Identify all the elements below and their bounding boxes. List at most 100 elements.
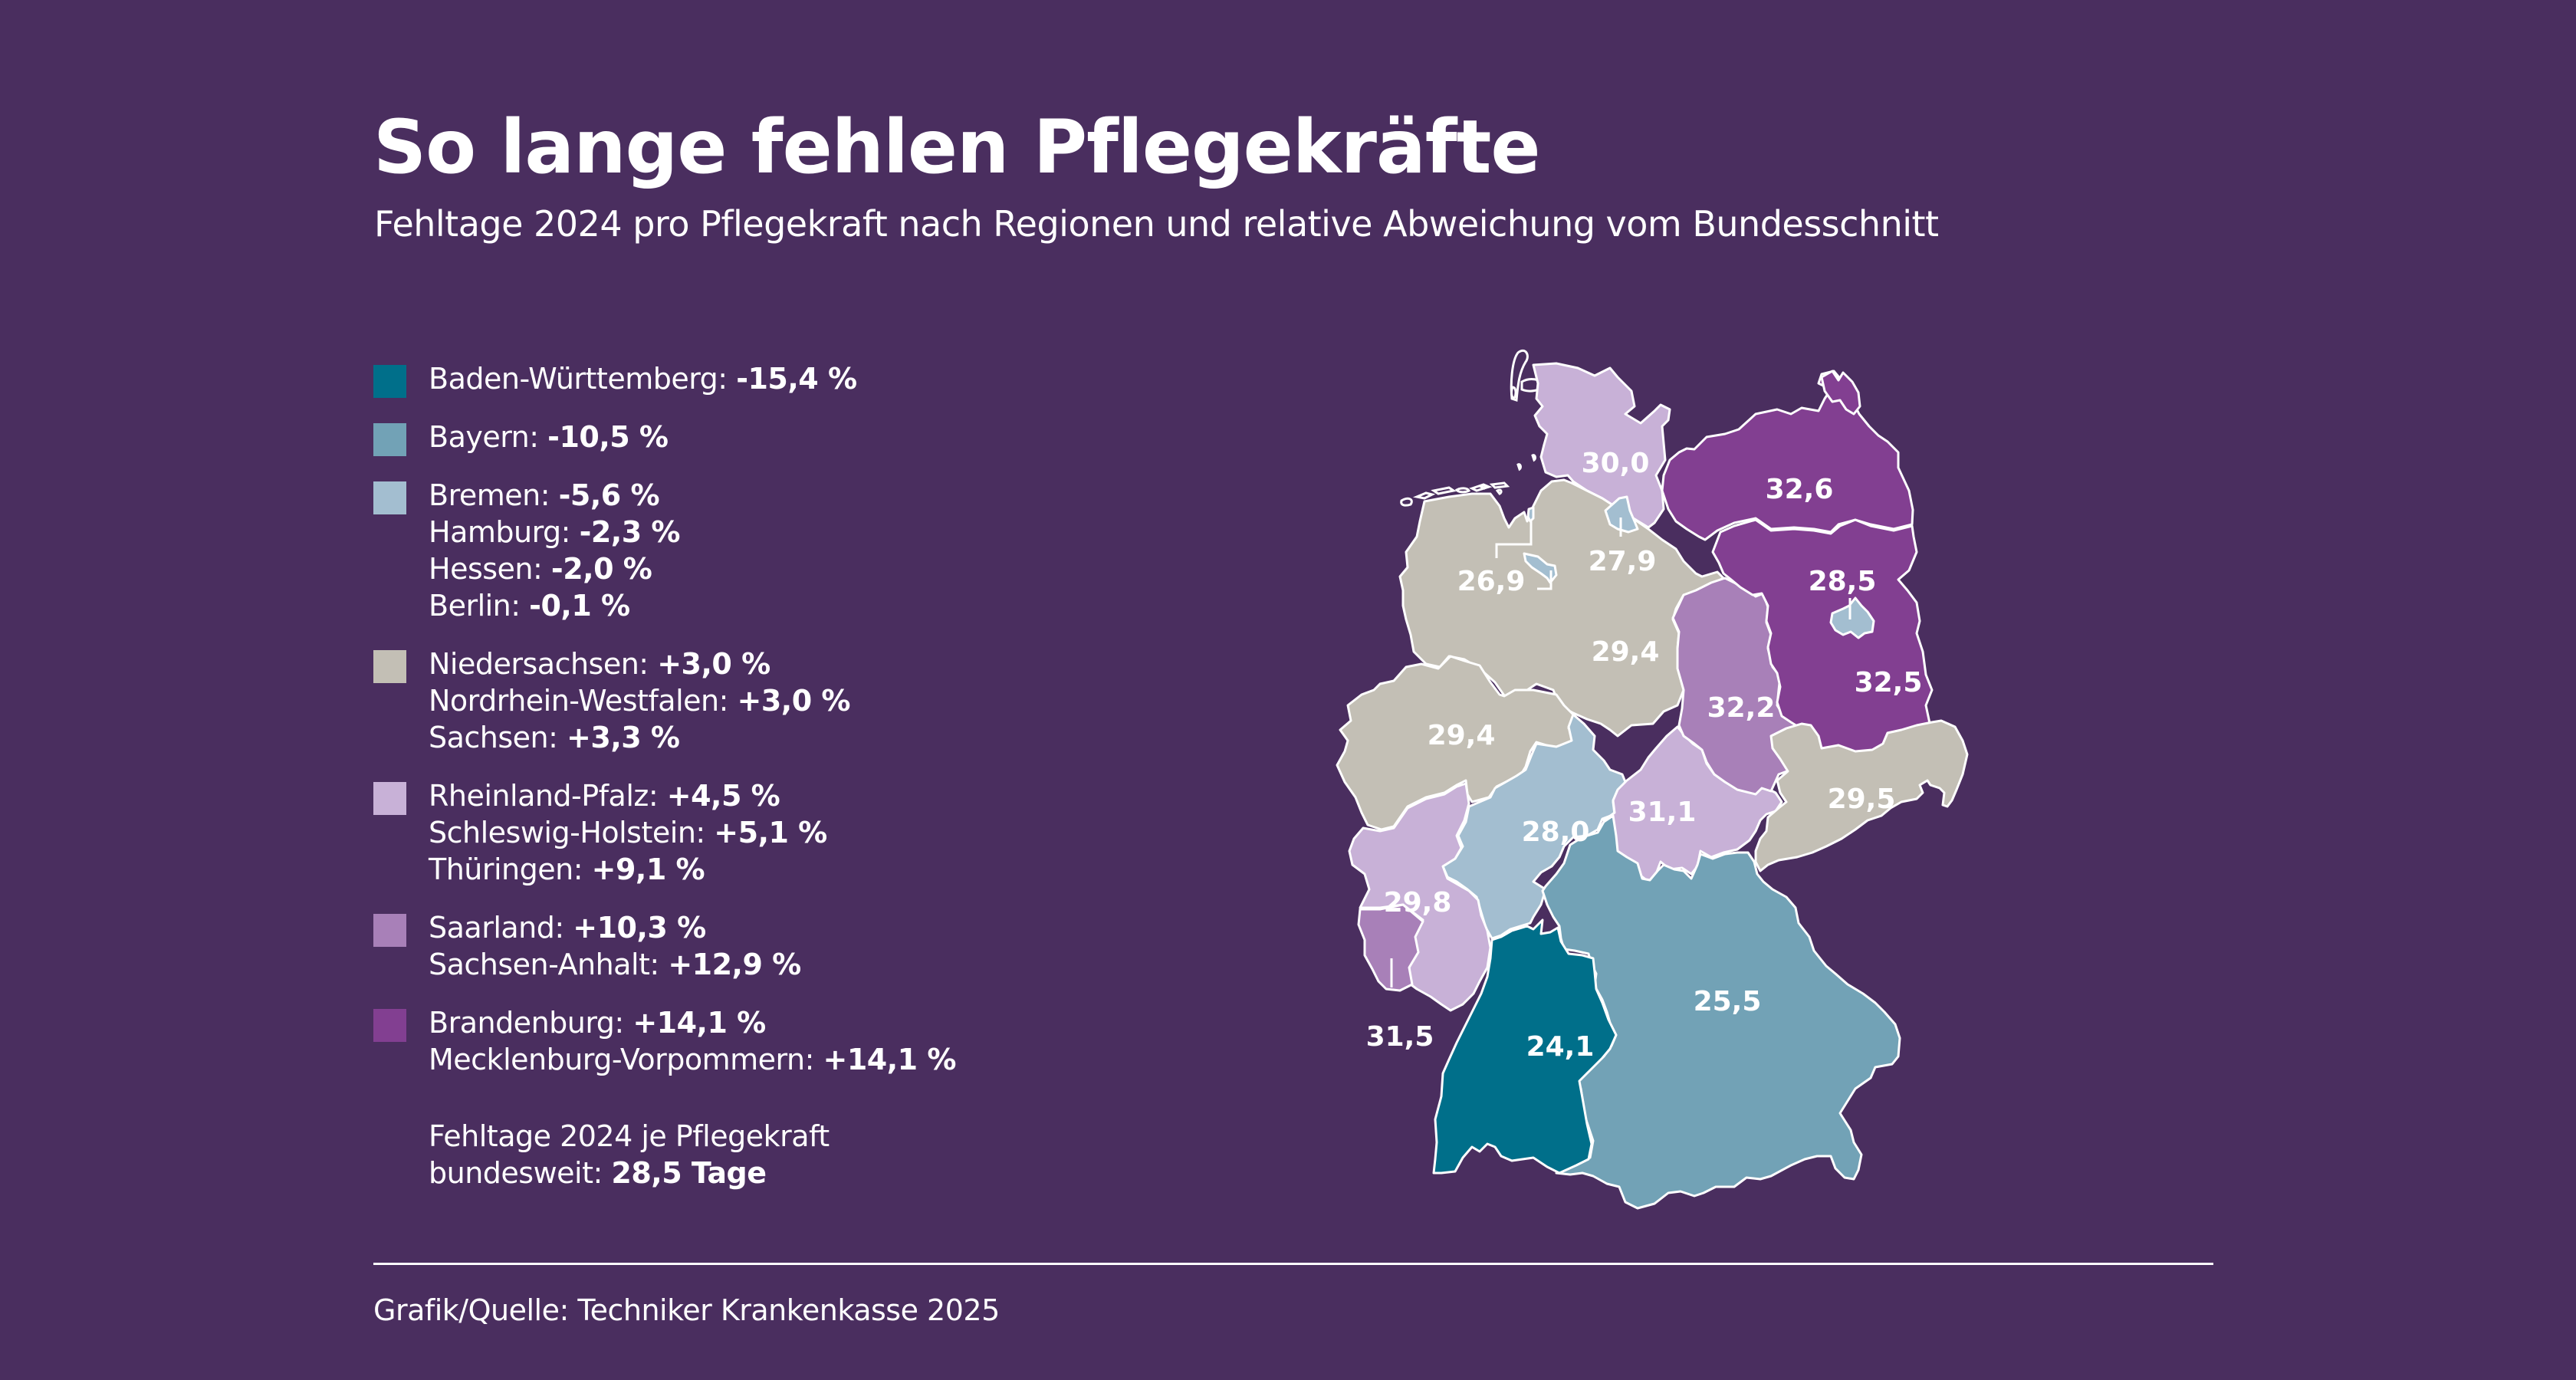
legend-group: Saarland: +10,3 % Sachsen-Anhalt: +12,9 % bbox=[373, 909, 1217, 983]
legend-item-value: -5,6 % bbox=[558, 478, 660, 512]
legend-item-name: Hessen: bbox=[429, 552, 543, 586]
legend: Baden-Württemberg: -15,4 % Bayern: -10,5 … bbox=[373, 360, 1217, 1099]
legend-swatch bbox=[373, 423, 406, 456]
legend-item-value: +3,0 % bbox=[737, 684, 851, 718]
islands bbox=[1400, 349, 1555, 507]
legend-group: Brandenburg: +14,1 % Mecklenburg-Vorpomme… bbox=[373, 1004, 1217, 1078]
map-value-label: 29,4 bbox=[1592, 636, 1660, 668]
legend-item-value: +14,1 % bbox=[632, 1006, 766, 1040]
legend-item: Hessen: -2,0 % bbox=[429, 550, 1217, 587]
island-wangerooge bbox=[1477, 484, 1487, 490]
footer-divider bbox=[373, 1263, 2213, 1265]
legend-item: Bremen: -5,6 % bbox=[429, 477, 1217, 514]
island-neuwerk bbox=[1516, 463, 1522, 472]
value-labels: 30,0 32,6 27,9 26,9 29,4 28,5 32,5 32,2 29,4 29,5… bbox=[1366, 448, 1923, 1063]
state-saarland[interactable] bbox=[1357, 903, 1424, 992]
map-value-label: 29,8 bbox=[1384, 887, 1452, 918]
legend-item: Thüringen: +9,1 % bbox=[429, 851, 1217, 888]
legend-item: Sachsen-Anhalt: +12,9 % bbox=[429, 946, 1217, 983]
legend-item-name: Niedersachsen: bbox=[429, 647, 649, 681]
legend-item-value: +3,0 % bbox=[657, 647, 770, 681]
map-value-label: 30,0 bbox=[1582, 448, 1650, 479]
island-sylt bbox=[1510, 349, 1529, 402]
legend-item-name: Nordrhein-Westfalen: bbox=[429, 684, 728, 718]
island-juist bbox=[1412, 491, 1436, 500]
legend-item-value: +4,5 % bbox=[666, 779, 780, 813]
map-value-label: 29,4 bbox=[1428, 720, 1496, 751]
legend-item-name: Schleswig-Holstein: bbox=[429, 816, 705, 849]
state-mecklenburg-vorpommern[interactable] bbox=[1661, 370, 1914, 541]
legend-item-name: Mecklenburg-Vorpommern: bbox=[429, 1043, 814, 1076]
legend-item-name: Hamburg: bbox=[429, 515, 570, 549]
legend-item-name: Sachsen: bbox=[429, 721, 558, 754]
state-hamburg[interactable] bbox=[1604, 495, 1639, 534]
state-mecklenburg-vorpommern-ruegen[interactable] bbox=[1820, 370, 1861, 416]
legend-swatch bbox=[373, 914, 406, 947]
legend-item-value: +14,1 % bbox=[823, 1043, 957, 1076]
state-berlin[interactable] bbox=[1829, 596, 1875, 639]
states bbox=[1336, 362, 1969, 1210]
state-bremen-bremerhaven[interactable] bbox=[1526, 506, 1535, 523]
legend-item: Berlin: -0,1 % bbox=[429, 587, 1217, 624]
map-value-label: 31,5 bbox=[1366, 1021, 1434, 1053]
legend-swatch bbox=[373, 365, 406, 398]
leader-lines bbox=[1390, 518, 1852, 987]
legend-group: Niedersachsen: +3,0 % Nordrhein-Westfalen… bbox=[373, 646, 1217, 756]
national-average-line1: Fehltage 2024 je Pflegekraft bbox=[429, 1119, 830, 1153]
legend-item: Nordrhein-Westfalen: +3,0 % bbox=[429, 682, 1217, 719]
legend-group: Bremen: -5,6 % Hamburg: -2,3 % Hessen: -2,… bbox=[373, 477, 1217, 624]
legend-item-value: +12,9 % bbox=[668, 948, 801, 981]
map-value-label: 24,1 bbox=[1526, 1031, 1595, 1063]
map-value-label: 31,1 bbox=[1628, 797, 1697, 828]
legend-item-name: Brandenburg: bbox=[429, 1006, 624, 1040]
map-value-label: 32,2 bbox=[1707, 692, 1776, 724]
legend-item-value: +9,1 % bbox=[591, 853, 705, 886]
legend-group: Bayern: -10,5 % bbox=[373, 419, 1217, 456]
map-value-label: 32,6 bbox=[1766, 474, 1834, 505]
legend-item-value: -0,1 % bbox=[529, 589, 630, 623]
island-norderney bbox=[1431, 486, 1457, 495]
legend-item-name: Rheinland-Pfalz: bbox=[429, 779, 659, 813]
legend-item-name: Sachsen-Anhalt: bbox=[429, 948, 659, 981]
national-average-value: 28,5 Tage bbox=[611, 1156, 767, 1190]
national-average-note: Fehltage 2024 je Pflegekraft bundesweit:… bbox=[429, 1118, 830, 1191]
legend-item-value: -2,3 % bbox=[579, 515, 681, 549]
legend-item-name: Thüringen: bbox=[429, 853, 583, 886]
legend-item-name: Bayern: bbox=[429, 420, 539, 454]
legend-item: Niedersachsen: +3,0 % bbox=[429, 646, 1217, 682]
legend-item: Sachsen: +3,3 % bbox=[429, 719, 1217, 756]
legend-item: Brandenburg: +14,1 % bbox=[429, 1004, 1217, 1041]
legend-swatch bbox=[373, 481, 406, 514]
state-baden-wuerttemberg[interactable] bbox=[1432, 918, 1618, 1175]
legend-item-name: Bremen: bbox=[429, 478, 550, 512]
state-schleswig-holstein[interactable] bbox=[1532, 362, 1671, 529]
island-helgoland bbox=[1531, 454, 1536, 462]
legend-item: Saarland: +10,3 % bbox=[429, 909, 1217, 946]
legend-swatch bbox=[373, 650, 406, 683]
legend-item: Bayern: -10,5 % bbox=[429, 419, 1217, 455]
legend-item-name: Baden-Württemberg: bbox=[429, 362, 728, 396]
legend-item: Hamburg: -2,3 % bbox=[429, 514, 1217, 550]
legend-item-value: +5,1 % bbox=[714, 816, 827, 849]
legend-swatch bbox=[373, 1009, 406, 1042]
state-sachsen[interactable] bbox=[1754, 719, 1969, 872]
state-rheinland-pfalz[interactable] bbox=[1348, 782, 1492, 1012]
legend-item-value: +3,3 % bbox=[567, 721, 680, 754]
map-value-label: 32,5 bbox=[1855, 667, 1923, 698]
legend-group: Rheinland-Pfalz: +4,5 % Schleswig-Holstei… bbox=[373, 777, 1217, 888]
island-amrum bbox=[1510, 386, 1517, 399]
map-value-label: 28,0 bbox=[1522, 816, 1590, 848]
national-average-prefix: bundesweit: bbox=[429, 1156, 603, 1190]
map-value-label: 28,5 bbox=[1809, 566, 1877, 597]
legend-item-name: Berlin: bbox=[429, 589, 521, 623]
legend-item: Mecklenburg-Vorpommern: +14,1 % bbox=[429, 1041, 1217, 1078]
leader-bremen bbox=[1537, 570, 1552, 590]
island-baltrum bbox=[1454, 487, 1471, 494]
island-minsener bbox=[1495, 488, 1503, 495]
legend-item-value: -2,0 % bbox=[550, 552, 652, 586]
island-spiekeroog bbox=[1489, 481, 1510, 489]
page-subtitle: Fehltage 2024 pro Pflegekraft nach Regio… bbox=[374, 203, 1939, 245]
source-credit: Grafik/Quelle: Techniker Krankenkasse 20… bbox=[373, 1293, 1000, 1327]
legend-item: Rheinland-Pfalz: +4,5 % bbox=[429, 777, 1217, 814]
